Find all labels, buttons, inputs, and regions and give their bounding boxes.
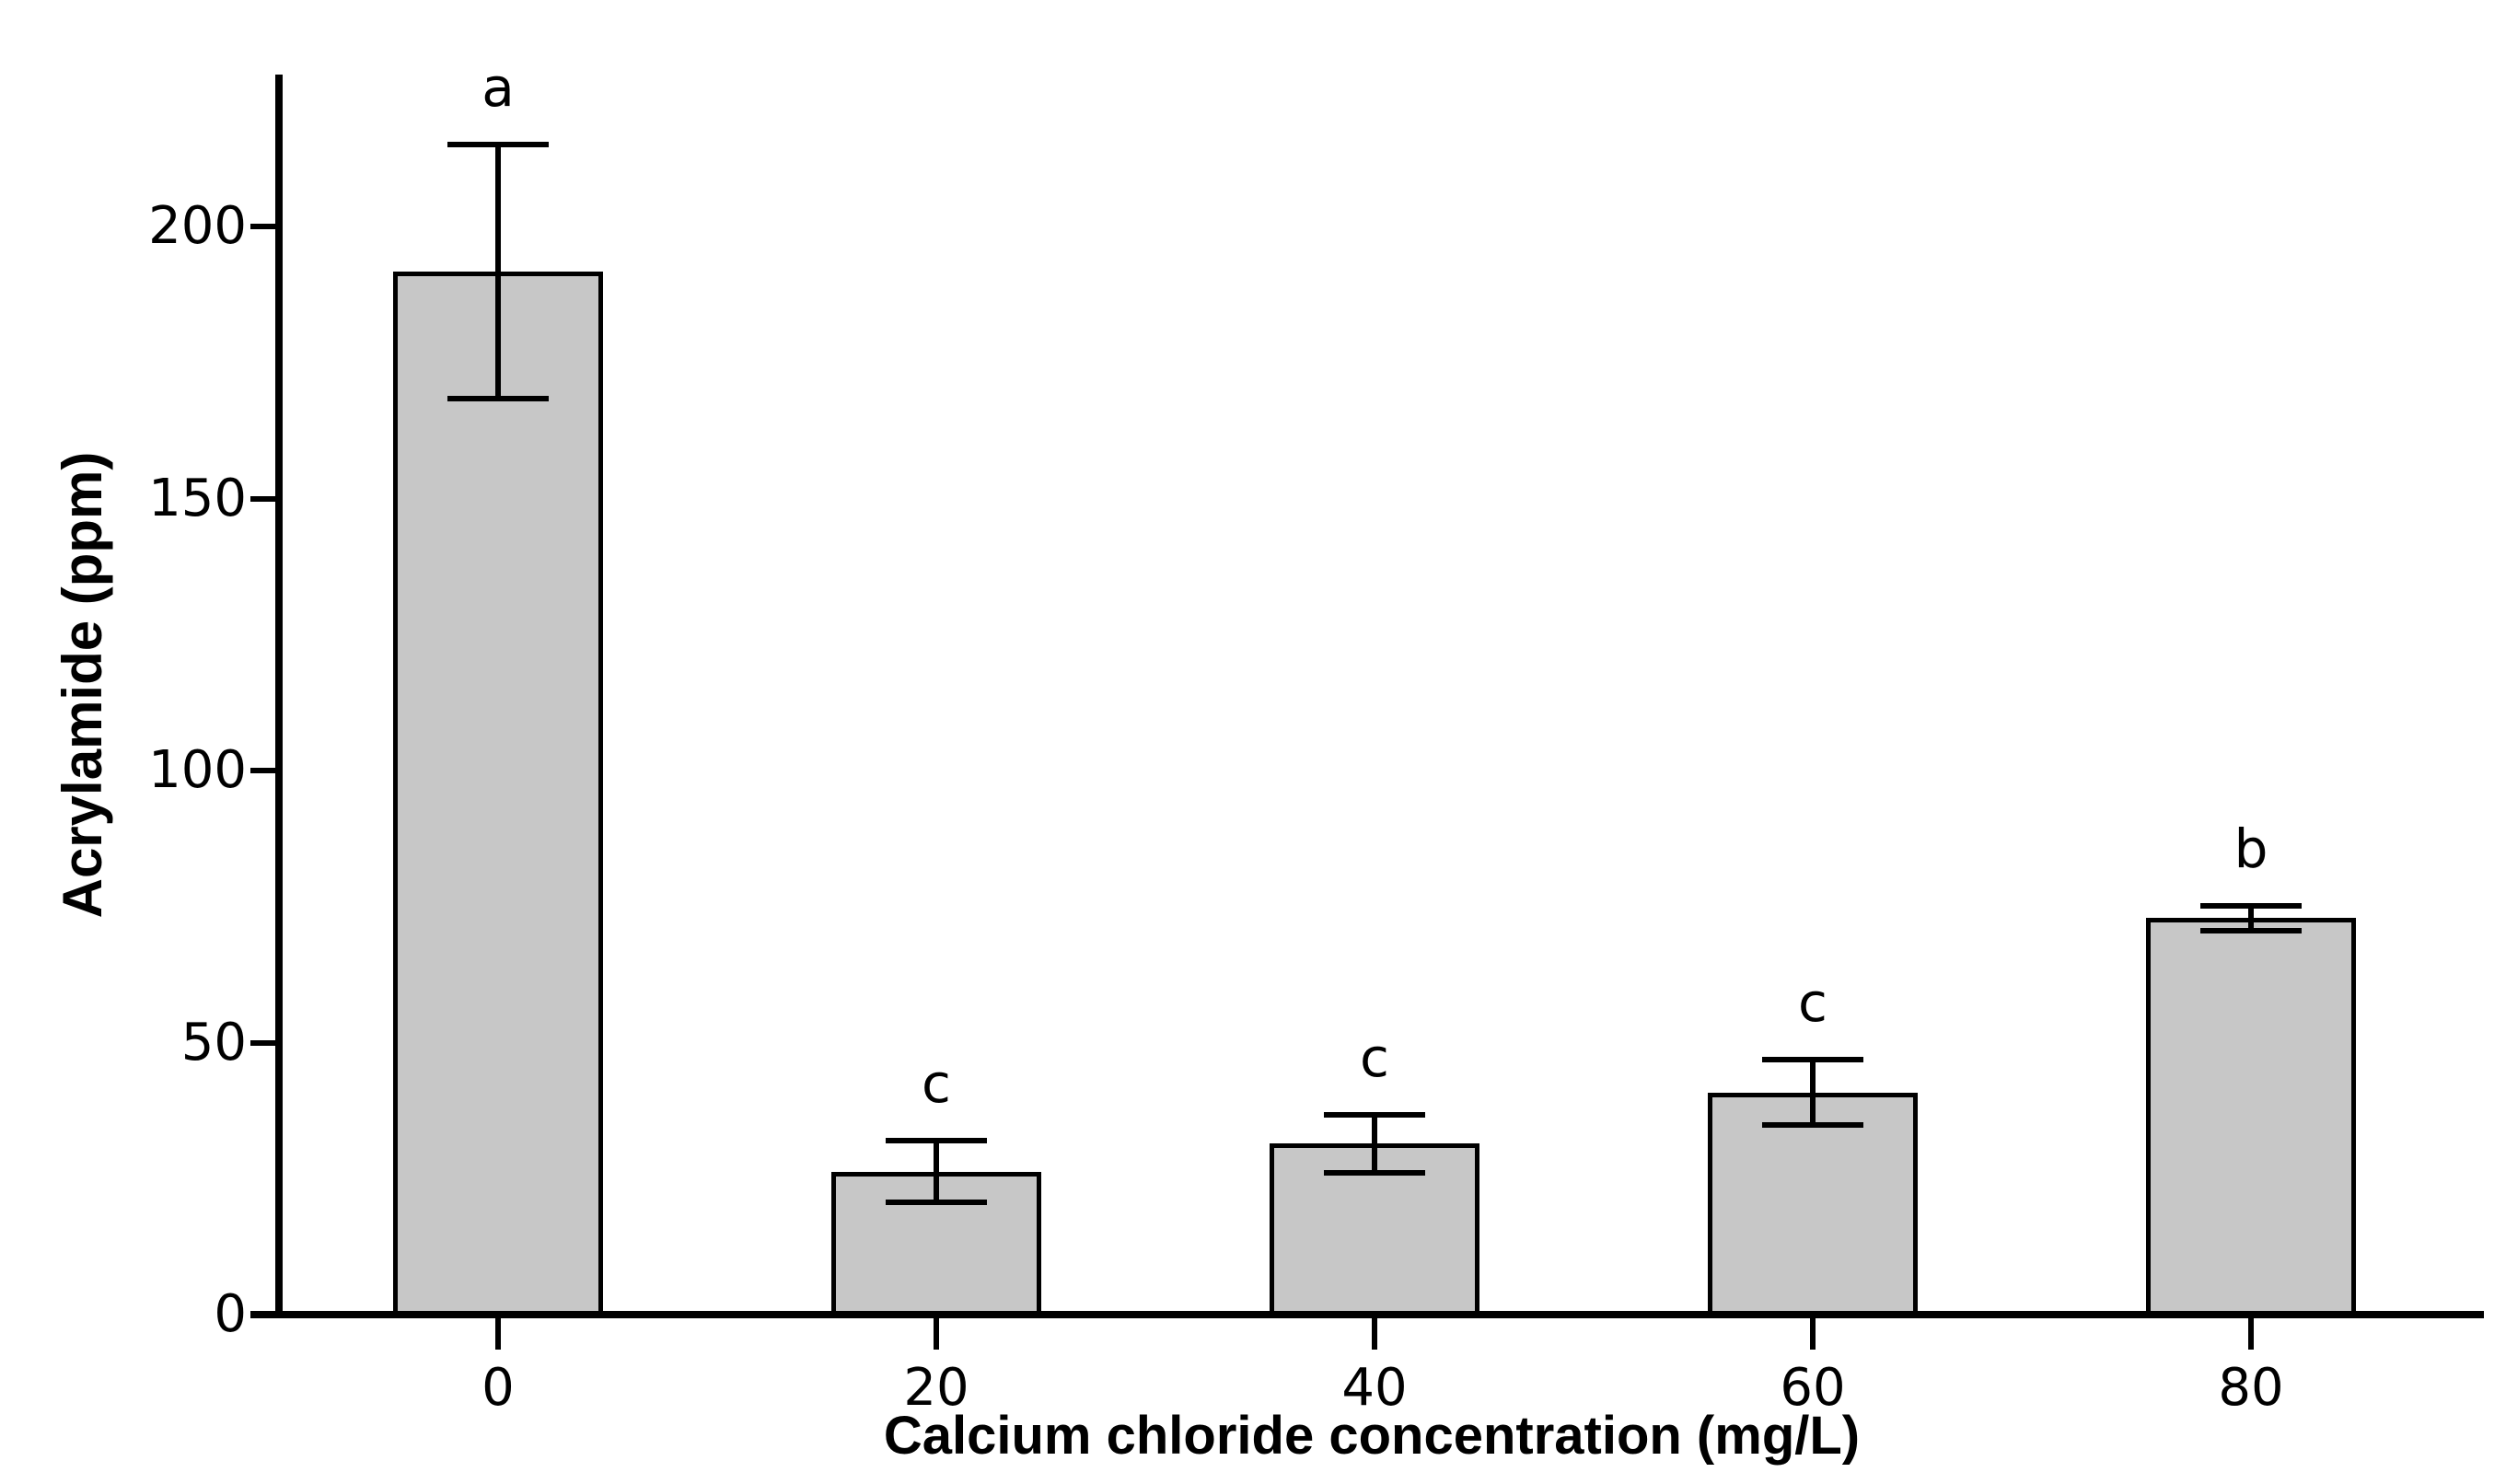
error-bar-cap-bottom <box>1324 1170 1425 1176</box>
significance-letter: a <box>481 56 515 119</box>
x-tick <box>1810 1318 1816 1350</box>
x-tick-label: 40 <box>1341 1358 1408 1418</box>
error-bar-line <box>934 1141 939 1201</box>
error-bar-cap-top <box>2200 903 2302 909</box>
error-bar-line <box>495 145 501 400</box>
y-tick-label: 50 <box>180 1013 247 1072</box>
error-bar-cap-top <box>447 142 549 147</box>
y-tick <box>250 1040 275 1046</box>
y-tick <box>250 224 275 229</box>
error-bar-cap-bottom <box>886 1200 987 1205</box>
error-bar-line <box>1810 1060 1816 1125</box>
bar <box>393 272 603 1318</box>
x-tick-label: 20 <box>903 1358 969 1418</box>
x-tick-label: 0 <box>481 1358 515 1418</box>
error-bar-cap-top <box>1762 1057 1863 1062</box>
error-bar-cap-top <box>886 1138 987 1143</box>
x-tick-label: 60 <box>1780 1358 1846 1418</box>
significance-letter: c <box>1798 971 1827 1034</box>
error-bar-cap-bottom <box>1762 1122 1863 1128</box>
x-tick <box>934 1318 939 1350</box>
bar <box>2146 918 2356 1318</box>
error-bar-line <box>2248 906 2254 931</box>
y-tick-label: 100 <box>148 740 247 800</box>
significance-letter: b <box>2233 817 2268 880</box>
y-tick-label: 200 <box>148 196 247 256</box>
error-bar-cap-bottom <box>447 396 549 401</box>
y-axis-line <box>275 75 283 1318</box>
y-tick-label: 0 <box>214 1284 247 1344</box>
x-tick-label: 80 <box>2218 1358 2284 1418</box>
x-tick <box>495 1318 501 1350</box>
x-tick <box>1372 1318 1377 1350</box>
x-tick <box>2248 1318 2254 1350</box>
significance-letter: c <box>922 1052 951 1115</box>
y-tick-label: 150 <box>148 469 247 528</box>
y-tick <box>250 496 275 502</box>
error-bar-line <box>1372 1115 1377 1174</box>
y-axis-title: Acrylamide (ppm) <box>52 451 113 919</box>
significance-letter: c <box>1360 1026 1389 1089</box>
y-tick <box>250 768 275 773</box>
x-axis-title: Calcium chloride concentration (mg/L) <box>883 1406 1861 1466</box>
x-axis-line <box>250 1311 2484 1318</box>
error-bar-cap-bottom <box>2200 928 2302 933</box>
bar <box>1708 1093 1918 1318</box>
error-bar-cap-top <box>1324 1112 1425 1118</box>
